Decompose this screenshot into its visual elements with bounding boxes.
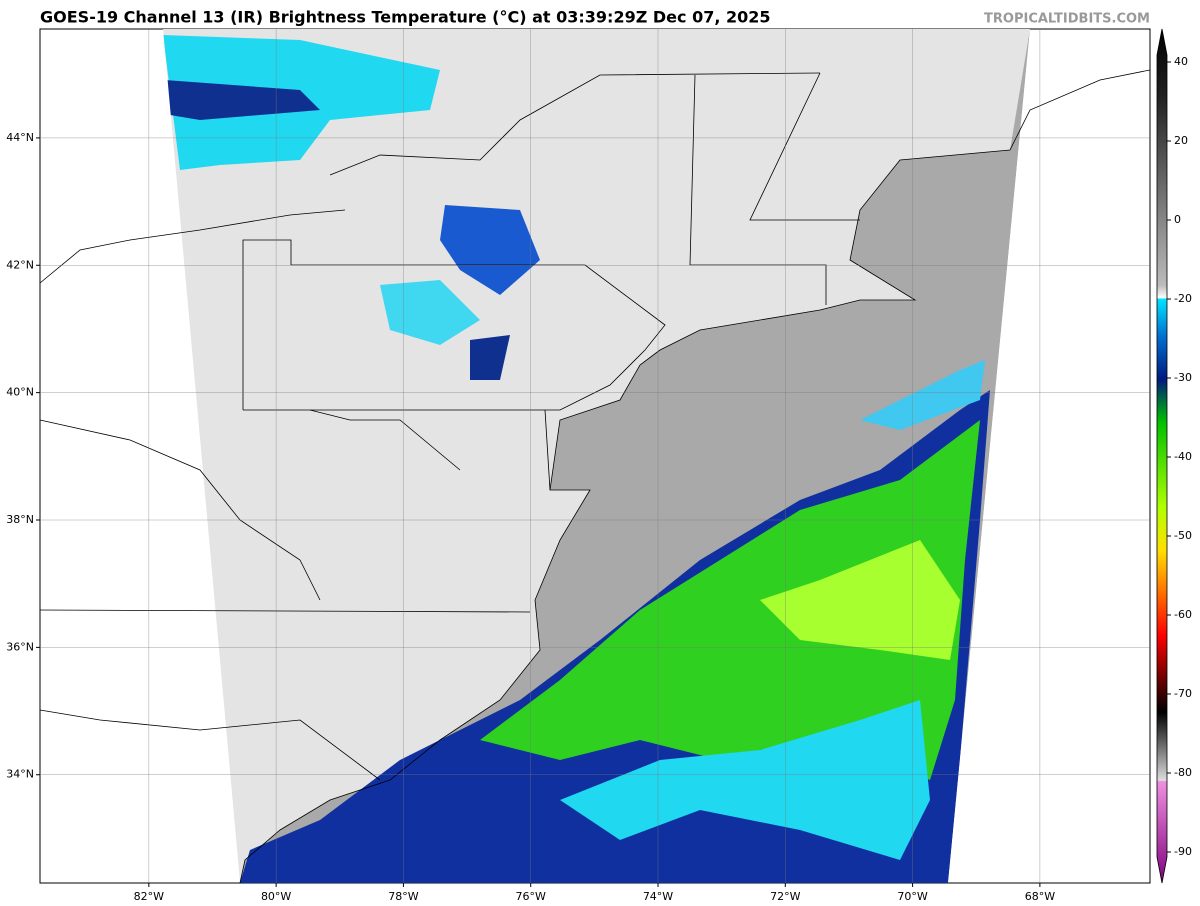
lat-label: 40°N [6,386,34,399]
colorbar-label: 20 [1174,134,1188,147]
boundaries [39,69,1151,884]
watermark: TROPICALTIDBITS.COM [984,12,1150,27]
coastline [239,69,1151,884]
colorbar-label: 0 [1174,213,1181,226]
colorbar [1156,28,1168,884]
pa-cloud [440,205,540,295]
colorbar-label: -40 [1174,450,1192,463]
colorbar-label: -70 [1174,687,1192,700]
lat-label: 44°N [6,131,34,144]
colorbar-label: -30 [1174,371,1192,384]
map-frame [39,28,1151,884]
canada-border [329,72,821,176]
cloud-colder [480,420,980,780]
cloud-coldest [760,540,960,660]
satellite-swath [163,29,1030,883]
lat-label: 38°N [6,513,34,526]
lat-label: 36°N [6,640,34,653]
pa-cloud-2 [380,280,480,345]
pennsylvania [242,239,666,411]
new-hampshire [749,72,860,221]
pa-cloud-3 [470,335,510,380]
colorbar-label: 40 [1174,55,1188,68]
new-england-lines [689,74,827,305]
colorbar-label: -80 [1174,766,1192,779]
delaware [544,409,551,491]
lon-label: 82°W [134,890,164,903]
lake-erie [39,209,346,284]
lon-label: 80°W [261,890,291,903]
offshore-cloud [860,360,985,430]
colorbar-label: -20 [1174,292,1192,305]
colorbar-scale [1156,28,1168,884]
virginia-nc-border [39,609,531,613]
colorbar-label: -90 [1174,845,1192,858]
lon-label: 76°W [516,890,546,903]
cloud-cyan [560,700,930,860]
colorbar-label: -60 [1174,608,1192,621]
lon-label: 72°W [770,890,800,903]
lake-cloud-core [165,80,320,120]
lon-label: 68°W [1025,890,1055,903]
kentucky-line [39,419,321,601]
lon-label: 70°W [897,890,927,903]
lat-label: 34°N [6,768,34,781]
nc-sc-border [39,709,381,781]
west-virginia [309,409,461,471]
colorbar-label: -50 [1174,529,1192,542]
lon-label: 78°W [388,890,418,903]
lon-label: 74°W [643,890,673,903]
title: GOES-19 Channel 13 (IR) Brightness Tempe… [40,8,771,27]
lat-label: 42°N [6,258,34,271]
